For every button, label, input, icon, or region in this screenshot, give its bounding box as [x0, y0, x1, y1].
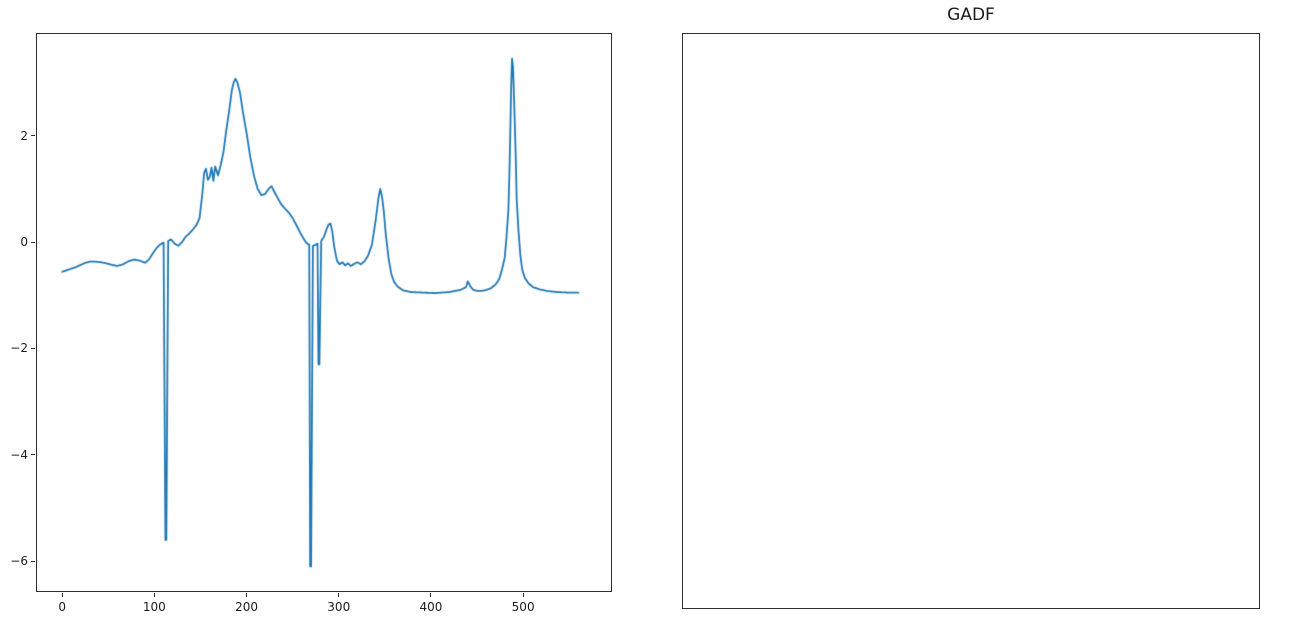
x-tick-label: 100	[142, 600, 166, 614]
y-tick	[31, 454, 35, 456]
x-tick-label: 300	[327, 600, 351, 614]
x-tick-label: 400	[419, 600, 443, 614]
x-tick	[338, 593, 340, 597]
y-tick-label: −2	[10, 341, 28, 356]
x-tick-label: 500	[511, 600, 535, 614]
x-tick	[153, 593, 155, 597]
x-tick	[430, 593, 432, 597]
y-tick	[31, 560, 35, 562]
y-tick-label: 2	[20, 128, 28, 143]
y-tick	[31, 241, 35, 243]
gadf-title: GADF	[947, 5, 995, 25]
y-tick	[31, 347, 35, 349]
y-tick-label: −4	[10, 447, 28, 462]
gadf-heatmap	[682, 33, 1260, 609]
time-series-line-chart	[36, 33, 612, 592]
y-tick	[31, 135, 35, 137]
time-series-subplot: 0 100 200 300 400 500 2 0 −2 −4 −6	[10, 33, 612, 614]
x-tick-label: 200	[235, 600, 258, 614]
y-tick-label: 0	[20, 235, 28, 250]
x-tick-label: 0	[58, 600, 66, 614]
x-tick	[246, 593, 248, 597]
x-tick	[61, 593, 63, 597]
y-tick-label: −6	[10, 554, 28, 569]
x-tick	[522, 593, 524, 597]
gadf-subplot: GADF	[682, 5, 1260, 609]
